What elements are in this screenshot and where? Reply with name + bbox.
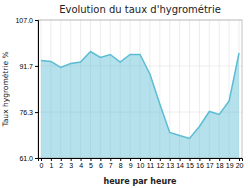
x-tick-mark (61, 158, 62, 161)
x-tick-label: 4 (79, 162, 83, 169)
x-tick-mark (130, 158, 131, 161)
x-tick-label: 5 (89, 162, 93, 169)
x-tick-label: 10 (137, 162, 145, 169)
x-tick: 8 (119, 158, 123, 169)
x-tick-mark (170, 158, 171, 161)
y-tick: 91.7 (19, 63, 38, 70)
x-tick-label: 12 (156, 162, 164, 169)
frame (38, 20, 242, 158)
x-tick: 2 (59, 158, 63, 169)
x-tick-label: 8 (119, 162, 123, 169)
x-tick-mark (81, 158, 82, 161)
chart: 0123456789101112131415161718192061.076.3… (0, 0, 250, 188)
x-tick-label: 20 (236, 162, 244, 169)
y-axis: 61.0 76.3 91.7 107.0 (15, 17, 38, 162)
x-tick-mark (41, 158, 42, 161)
y-tick-label: 107.0 (15, 17, 33, 24)
y-tick: 61.0 (19, 155, 38, 162)
x-tick: 15 (186, 158, 194, 169)
x-tick: 0 (40, 158, 44, 169)
x-tick: 12 (156, 158, 164, 169)
x-tick-mark (140, 158, 141, 161)
x-tick-mark (110, 158, 111, 161)
x-tick: 9 (129, 158, 133, 169)
x-tick-label: 16 (196, 162, 204, 169)
x-tick-mark (190, 158, 191, 161)
y-tick-mark (35, 158, 38, 159)
y-tick: 76.3 (19, 109, 38, 116)
x-tick: 10 (137, 158, 145, 169)
x-tick: 13 (166, 158, 174, 169)
x-tick-label: 18 (216, 162, 224, 169)
x-tick-mark (239, 158, 240, 161)
x-tick: 6 (99, 158, 103, 169)
y-tick-label: 91.7 (19, 63, 33, 70)
x-tick: 18 (216, 158, 224, 169)
x-tick-mark (150, 158, 151, 161)
x-tick-mark (160, 158, 161, 161)
x-axis-title: heure par heure (103, 177, 177, 186)
x-tick: 14 (176, 158, 184, 169)
x-tick: 16 (196, 158, 204, 169)
y-tick-label: 61.0 (19, 155, 33, 162)
x-tick-mark (100, 158, 101, 161)
x-tick-mark (209, 158, 210, 161)
x-tick-mark (71, 158, 72, 161)
x-tick: 7 (109, 158, 113, 169)
x-tick-label: 6 (99, 162, 103, 169)
x-axis: 01234567891011121314151617181920 (39, 158, 244, 169)
grid (38, 20, 242, 158)
x-tick-label: 7 (109, 162, 113, 169)
x-tick-mark (120, 158, 121, 161)
area (41, 52, 239, 159)
x-tick: 17 (206, 158, 214, 169)
x-tick-mark (229, 158, 230, 161)
x-tick: 1 (49, 158, 53, 169)
y-tick: 107.0 (15, 17, 38, 24)
y-tick-mark (35, 20, 38, 21)
x-tick: 19 (226, 158, 234, 169)
x-tick-label: 1 (49, 162, 53, 169)
x-tick-mark (199, 158, 200, 161)
title: Evolution du taux d'hygrométrie (59, 4, 221, 15)
x-tick-mark (180, 158, 181, 161)
x-tick-label: 19 (226, 162, 234, 169)
x-tick: 4 (79, 158, 83, 169)
x-tick: 5 (89, 158, 93, 169)
line (41, 52, 239, 139)
x-tick-label: 17 (206, 162, 214, 169)
x-tick: 11 (147, 158, 154, 169)
x-tick-label: 14 (176, 162, 184, 169)
marks (41, 52, 239, 159)
y-tick-mark (35, 112, 38, 113)
y-axis-title: Taux hygrométrie % (1, 51, 10, 127)
x-tick-label: 15 (186, 162, 194, 169)
y-axis-line (35, 21, 39, 159)
y-tick-label: 76.3 (19, 109, 33, 116)
y-tick-mark (35, 66, 38, 67)
x-tick-label: 2 (59, 162, 63, 169)
x-tick-label: 3 (69, 162, 73, 169)
x-tick: 3 (69, 158, 73, 169)
x-tick-mark (219, 158, 220, 161)
x-tick-mark (51, 158, 52, 161)
x-tick: 20 (236, 158, 244, 169)
x-tick-mark (90, 158, 91, 161)
plot: 0123456789101112131415161718192061.076.3… (15, 17, 243, 169)
x-tick-label: 9 (129, 162, 133, 169)
x-tick-label: 13 (166, 162, 174, 169)
x-tick-label: 0 (40, 162, 44, 169)
x-tick-label: 11 (147, 162, 154, 169)
x-axis-line (39, 159, 243, 162)
